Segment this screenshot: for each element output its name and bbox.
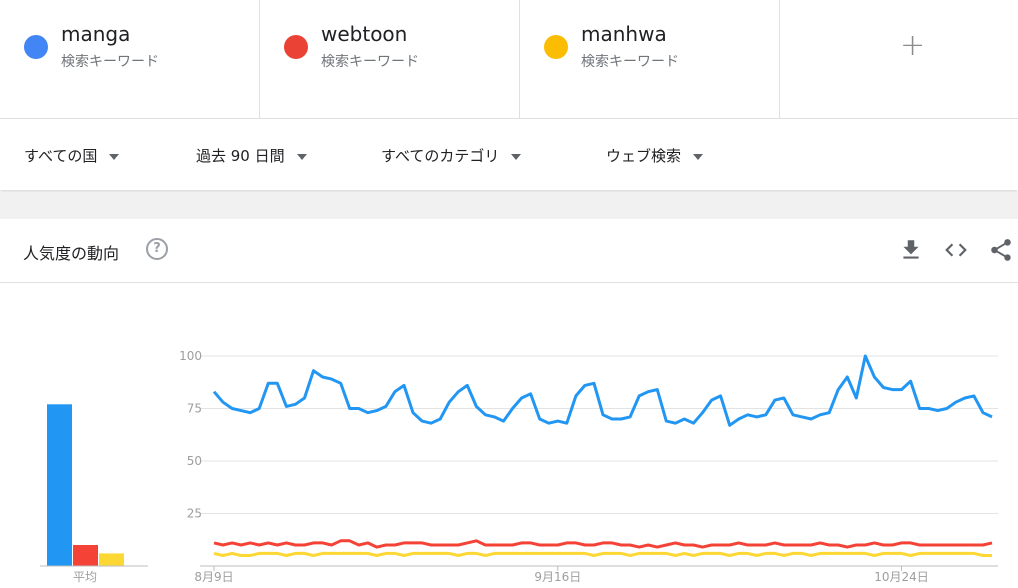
y-tick-label: 25 <box>187 507 202 521</box>
series-line-manhwa[interactable] <box>213 551 992 557</box>
region-filter-label: すべての国 <box>24 147 98 165</box>
add-term-button[interactable]: + <box>780 0 1018 118</box>
region-filter[interactable]: すべての国 <box>24 145 120 166</box>
term-card-manhwa[interactable]: manhwa 検索キーワード <box>520 0 780 118</box>
category-filter-label: すべてのカテゴリ <box>381 147 500 165</box>
help-icon[interactable]: ? <box>146 238 168 260</box>
caret-down-icon <box>296 153 307 160</box>
caret-down-icon <box>693 153 704 160</box>
series-line-webtoon[interactable] <box>213 539 993 549</box>
grid: 25 50 75 100 <box>179 349 998 567</box>
embed-icon[interactable] <box>943 237 969 263</box>
plus-icon: + <box>900 28 926 63</box>
x-axis-ticks: 8月9日 9月16日 10月24日 <box>194 566 929 584</box>
term-color-dot <box>284 35 308 59</box>
term-color-dot <box>544 35 568 59</box>
term-type-label: 検索キーワード <box>321 54 419 70</box>
y-tick-label: 75 <box>187 402 202 416</box>
download-icon[interactable] <box>898 237 924 263</box>
trend-chart: 平均 25 50 75 100 8月9日 9月16日 10月24日 <box>40 349 998 584</box>
average-bar-manga[interactable] <box>47 404 72 566</box>
x-tick-label: 9月16日 <box>534 570 581 584</box>
term-name: webtoon <box>321 22 408 46</box>
term-type-label: 検索キーワード <box>61 54 159 70</box>
search-type-filter-label: ウェブ検索 <box>606 147 682 165</box>
series-line-manga[interactable] <box>212 354 993 427</box>
caret-down-icon <box>109 153 120 160</box>
card-header: 人気度の動向 ? <box>0 219 1018 283</box>
caret-down-icon <box>511 153 522 160</box>
y-tick-label: 100 <box>179 349 202 363</box>
card-title: 人気度の動向 <box>23 244 120 263</box>
x-tick-label: 8月9日 <box>194 570 233 584</box>
term-type-label: 検索キーワード <box>581 54 679 70</box>
section-divider <box>0 192 1018 219</box>
period-filter-label: 過去 90 日間 <box>196 147 285 165</box>
share-icon[interactable] <box>988 237 1014 263</box>
term-name: manga <box>61 22 131 46</box>
average-bars: 平均 <box>40 404 148 584</box>
term-color-dot <box>24 35 48 59</box>
search-type-filter[interactable]: ウェブ検索 <box>606 145 704 166</box>
average-label: 平均 <box>73 570 97 584</box>
term-card-manga[interactable]: manga 検索キーワード <box>0 0 260 118</box>
average-bar-manhwa[interactable] <box>99 553 124 566</box>
period-filter[interactable]: 過去 90 日間 <box>196 145 307 166</box>
category-filter[interactable]: すべてのカテゴリ <box>381 145 522 166</box>
y-tick-label: 50 <box>187 454 202 468</box>
x-tick-label: 10月24日 <box>874 570 929 584</box>
search-terms-bar: manga 検索キーワード webtoon 検索キーワード manhwa 検索キ… <box>0 0 1018 118</box>
term-card-webtoon[interactable]: webtoon 検索キーワード <box>260 0 520 118</box>
series-lines[interactable] <box>212 354 993 557</box>
average-bar-webtoon[interactable] <box>73 545 98 566</box>
term-name: manhwa <box>581 22 667 46</box>
filter-bar: すべての国 過去 90 日間 すべてのカテゴリ ウェブ検索 <box>0 118 1018 190</box>
